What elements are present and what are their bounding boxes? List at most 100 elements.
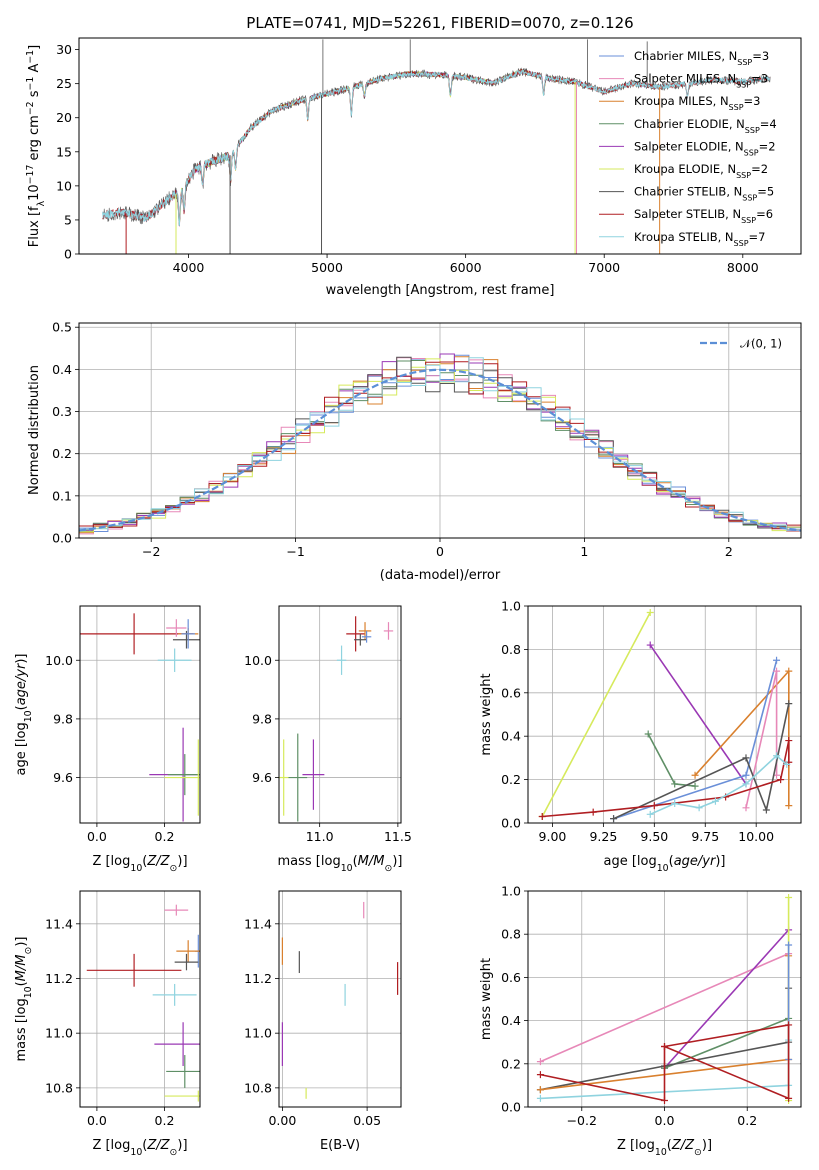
panel-mass_vs_EBV: 0.00 0.05 10.8 11.0 11.2 11.4 E(B-V) bbox=[244, 890, 402, 1153]
tick-label-y: 0.2 bbox=[52, 446, 72, 461]
label-part: 10 bbox=[130, 1147, 142, 1158]
tick-label-y: 9.6 bbox=[252, 770, 272, 785]
weight-marker bbox=[785, 700, 793, 708]
tick-label-y: 9.8 bbox=[53, 711, 73, 726]
weight-marker bbox=[691, 782, 699, 790]
x-axis-label: Z [log10(Z/Z⊙)] bbox=[617, 1138, 712, 1158]
tick-label-y: 0.3 bbox=[52, 404, 72, 419]
legend-label-sub: SSP bbox=[744, 148, 759, 157]
label-part: Z/Z bbox=[671, 1138, 695, 1153]
tick-label-x: 0.00 bbox=[268, 1113, 296, 1128]
label-part: −1 bbox=[25, 50, 36, 64]
label-part: ( bbox=[667, 1138, 672, 1153]
legend-label-text: Kroupa MILES, N bbox=[634, 94, 729, 108]
y-axis-label: Flux [fλ10−17 erg cm−2 s−1 A−1] bbox=[25, 45, 47, 247]
tick-label-x: 9.50 bbox=[640, 829, 668, 844]
legend-label-value: =3 bbox=[751, 72, 768, 86]
legend-label-value: =5 bbox=[757, 185, 774, 199]
tick-label-y: 9.6 bbox=[53, 770, 73, 785]
label-part: Z/Z bbox=[146, 854, 170, 869]
label-part: 10 bbox=[23, 986, 34, 998]
tick-label-y: 0.0 bbox=[52, 531, 72, 546]
legend-label-text: Salpeter STELIB, N bbox=[634, 207, 741, 221]
weight-marker bbox=[785, 1094, 793, 1102]
tick-label-y: 0.4 bbox=[501, 1013, 521, 1028]
weight-marker bbox=[762, 806, 770, 814]
label-part: Z [log bbox=[92, 854, 130, 869]
weight-marker bbox=[661, 1043, 668, 1051]
tick-label-x: 9.00 bbox=[539, 829, 567, 844]
weight-line bbox=[613, 660, 778, 820]
legend-label-sub: SSP bbox=[734, 238, 749, 247]
label-part: ( bbox=[669, 854, 674, 869]
label-part: ⊙ bbox=[170, 1147, 178, 1158]
label-part: ] bbox=[27, 45, 42, 50]
weight-marker bbox=[783, 760, 791, 768]
axes-frame bbox=[79, 605, 201, 824]
axes-overlay: 9.00 9.25 9.50 9.75 10.00 0.0 0.2 0.4 0.6 0.8 1.0 a… bbox=[479, 599, 802, 874]
tick-label-x: 0.0 bbox=[87, 1113, 107, 1128]
tick-label-x: 0 bbox=[436, 544, 444, 559]
tick-label-y: 0.5 bbox=[52, 320, 72, 335]
label-part: Flux [f bbox=[27, 206, 42, 247]
y-axis-label: Normed distribution bbox=[27, 365, 42, 495]
weight-marker bbox=[742, 780, 750, 788]
plot-area bbox=[281, 901, 399, 1099]
label-part: ( bbox=[142, 1138, 147, 1153]
x-axis-label: Z [log10(Z/Z⊙)] bbox=[92, 1138, 187, 1158]
label-part: mass [log bbox=[278, 854, 341, 869]
weight-marker bbox=[773, 752, 781, 760]
label-part: E(B-V) bbox=[320, 1138, 360, 1153]
label-part: Normed distribution bbox=[27, 365, 42, 495]
label-part: ⊙ bbox=[694, 1147, 702, 1158]
tick-label-y: 0.2 bbox=[501, 772, 521, 787]
label-part: 10 bbox=[23, 710, 34, 722]
legend-label-sub: SSP bbox=[737, 58, 752, 67]
label-part: ⊙ bbox=[384, 863, 392, 874]
label-part: )] bbox=[177, 854, 187, 869]
label-part: )] bbox=[392, 854, 402, 869]
tick-label-y: 11.0 bbox=[45, 1026, 73, 1041]
tick-label-y: 11.0 bbox=[244, 1026, 272, 1041]
tick-label-y: 0.4 bbox=[52, 362, 72, 377]
label-part: M/M bbox=[358, 854, 385, 869]
axes-frame bbox=[78, 37, 802, 255]
label-part: )] bbox=[715, 854, 725, 869]
label-part: erg cm bbox=[27, 115, 42, 164]
legend-label-text: Chabrier ELODIE, N bbox=[634, 117, 745, 131]
legend-label-value: =4 bbox=[760, 117, 777, 131]
tick-label-y: 11.4 bbox=[45, 916, 73, 931]
tick-label-x: 8000 bbox=[727, 260, 759, 275]
legend-label-text: Kroupa STELIB, N bbox=[634, 230, 734, 244]
label-part: −2 bbox=[25, 101, 36, 115]
label-part: mass weight bbox=[479, 673, 494, 755]
x-axis-label: E(B-V) bbox=[320, 1138, 360, 1153]
axes-overlay: −2 −1 0 1 2 0.0 0.1 0.2 0.3 0.4 0.5 𝒩(0, 1) (data-mo… bbox=[27, 320, 802, 583]
tick-label-x: 0.2 bbox=[737, 1113, 757, 1128]
label-part: )] bbox=[177, 1138, 187, 1153]
y-axis-label: age [log10(age/yr)] bbox=[14, 653, 34, 775]
legend-label-value: =6 bbox=[756, 207, 773, 221]
legend-label: Kroupa MILES, NSSP=3 bbox=[634, 94, 760, 112]
weight-marker bbox=[742, 771, 750, 779]
legend-label-sub: SSP bbox=[741, 216, 756, 225]
axes-overlay: 0.00 0.05 10.8 11.0 11.2 11.4 E(B-V) bbox=[244, 890, 402, 1153]
axes-frame bbox=[278, 890, 402, 1108]
axes-overlay: 11.0 11.5 9.6 9.8 10.0 mass [log10(M/M⊙)] bbox=[244, 605, 412, 874]
weight-marker bbox=[773, 656, 781, 664]
legend-label-value: =7 bbox=[749, 230, 766, 244]
tick-label-y: 0.6 bbox=[501, 685, 521, 700]
tick-label-y: 9.8 bbox=[252, 711, 272, 726]
label-part: ( bbox=[14, 705, 29, 710]
legend-label-value: =3 bbox=[752, 49, 769, 63]
weight-marker bbox=[785, 893, 793, 901]
weight-marker bbox=[610, 815, 618, 823]
label-part: )] bbox=[14, 653, 29, 663]
label-part: 10 bbox=[657, 863, 669, 874]
tick-label-x: 0.2 bbox=[155, 1113, 175, 1128]
axes-frame bbox=[527, 605, 802, 824]
tick-label-y: 25 bbox=[56, 76, 72, 91]
legend-label-text: Chabrier MILES, N bbox=[634, 49, 737, 63]
weight-line bbox=[745, 670, 778, 808]
